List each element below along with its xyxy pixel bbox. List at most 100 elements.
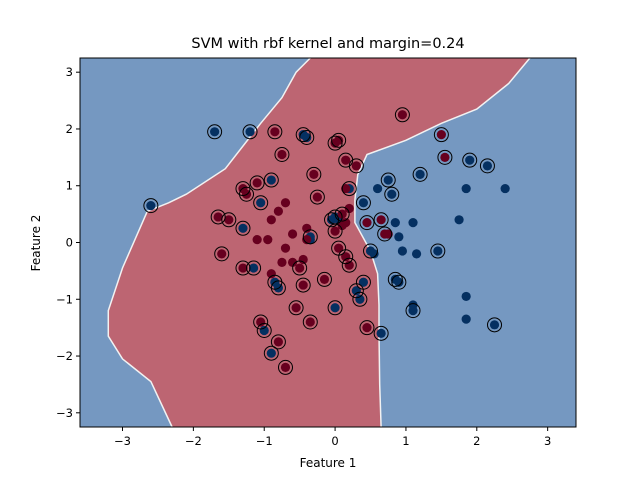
data-point-class-0 xyxy=(411,249,422,259)
data-point-class-0 xyxy=(500,183,510,194)
support-vector-ring xyxy=(341,181,357,197)
x-tick-label: 1 xyxy=(402,434,409,448)
data-point-class-0 xyxy=(383,175,393,185)
support-vector-ring xyxy=(387,271,403,287)
support-vector-ring xyxy=(380,172,396,188)
support-vector-ring xyxy=(316,271,332,287)
data-point-class-0 xyxy=(302,132,312,143)
data-point-class-1 xyxy=(273,337,283,347)
x-tick-label: 3 xyxy=(544,434,551,448)
data-point-class-0 xyxy=(249,263,259,273)
data-point-class-1 xyxy=(383,229,393,239)
support-vector-ring xyxy=(363,243,379,259)
support-vector-ring xyxy=(302,314,318,330)
support-vector-ring xyxy=(302,229,318,245)
data-point-class-1 xyxy=(302,235,312,245)
support-vector-ring xyxy=(306,166,322,182)
support-vector-ring xyxy=(309,189,325,205)
data-point-class-1 xyxy=(440,152,450,162)
data-point-class-0 xyxy=(376,328,386,338)
support-vector-ring xyxy=(433,127,449,143)
y-axis-ticks: −3 −2 −1 0 1 2 3 xyxy=(56,65,80,420)
data-point-class-1 xyxy=(334,135,344,145)
data-point-class-0 xyxy=(408,306,418,316)
data-point-class-1 xyxy=(298,254,308,265)
support-vector-ring xyxy=(288,300,304,316)
data-point-class-0 xyxy=(433,246,443,256)
support-vector-ring xyxy=(394,107,410,123)
data-point-class-1 xyxy=(256,317,266,327)
data-point-class-0 xyxy=(461,291,471,302)
data-point-class-0 xyxy=(266,348,276,358)
support-vector-ring xyxy=(412,166,428,182)
support-vector-ring xyxy=(235,260,251,276)
data-point-class-1 xyxy=(344,203,354,214)
data-point-class-1 xyxy=(319,274,330,284)
data-point-class-0 xyxy=(351,286,361,296)
data-point-class-1 xyxy=(277,257,287,267)
support-vector-ring xyxy=(256,322,272,338)
data-point-class-1 xyxy=(263,235,273,245)
support-vector-ring xyxy=(253,314,269,330)
support-vector-ring xyxy=(143,198,159,214)
support-vector-ring xyxy=(242,124,258,140)
data-point-class-1 xyxy=(252,235,262,245)
data-point-class-0 xyxy=(461,183,471,194)
support-vector-ring xyxy=(214,246,230,262)
support-vector-ring xyxy=(270,280,286,296)
data-point-class-1 xyxy=(337,220,347,231)
data-point-class-1 xyxy=(341,155,351,165)
data-point-class-0 xyxy=(369,249,379,259)
data-point-class-0 xyxy=(390,218,400,228)
support-vector-ring xyxy=(263,172,279,188)
data-point-class-0 xyxy=(266,175,276,185)
region-class-1 xyxy=(108,58,530,427)
support-vector-ring xyxy=(277,359,293,375)
x-tick-label: −2 xyxy=(185,434,202,448)
support-vector-ring xyxy=(348,158,364,174)
data-point-class-1 xyxy=(295,263,305,273)
support-vector-ring xyxy=(299,129,315,145)
support-vector-ring xyxy=(295,277,311,293)
data-point-class-0 xyxy=(397,246,407,256)
support-vector-ring xyxy=(267,124,283,140)
support-vector-ring xyxy=(479,158,495,174)
data-point-class-1 xyxy=(280,243,291,253)
support-vector-ring xyxy=(263,345,279,361)
support-vector-ring xyxy=(487,317,503,333)
support-vector-ring xyxy=(239,186,255,202)
data-point-class-1 xyxy=(280,362,291,372)
data-point-class-1 xyxy=(362,323,372,333)
support-vector-ring xyxy=(373,212,389,228)
data-point-class-0 xyxy=(454,215,464,225)
support-vector-ring xyxy=(355,195,371,211)
data-point-class-1 xyxy=(341,252,351,262)
data-point-class-1 xyxy=(351,161,361,171)
data-point-class-1 xyxy=(280,198,291,208)
data-point-class-0 xyxy=(358,198,369,208)
x-axis-label: Feature 1 xyxy=(300,456,357,470)
support-vector-ring xyxy=(221,212,237,228)
data-point-class-0 xyxy=(415,169,425,179)
support-vector-ring xyxy=(292,260,308,276)
data-point-class-1 xyxy=(330,226,340,236)
support-vector-ring xyxy=(253,195,269,211)
data-point-class-1 xyxy=(298,280,308,290)
plot-area xyxy=(79,57,577,428)
data-point-class-1 xyxy=(213,212,223,222)
chart-title: SVM with rbf kernel and margin=0.24 xyxy=(191,36,464,52)
data-point-class-0 xyxy=(408,218,418,228)
data-point-class-0 xyxy=(245,127,255,137)
data-point-class-1 xyxy=(362,218,372,228)
y-tick-label: 2 xyxy=(66,122,73,136)
data-point-class-0 xyxy=(482,161,493,171)
data-point-class-0 xyxy=(259,325,269,336)
x-tick-label: 0 xyxy=(331,434,338,448)
data-point-class-1 xyxy=(376,215,386,225)
data-point-class-1 xyxy=(291,303,301,313)
x-tick-label: −1 xyxy=(256,434,273,448)
support-vector-ring xyxy=(249,175,265,191)
data-point-class-1 xyxy=(266,269,276,279)
